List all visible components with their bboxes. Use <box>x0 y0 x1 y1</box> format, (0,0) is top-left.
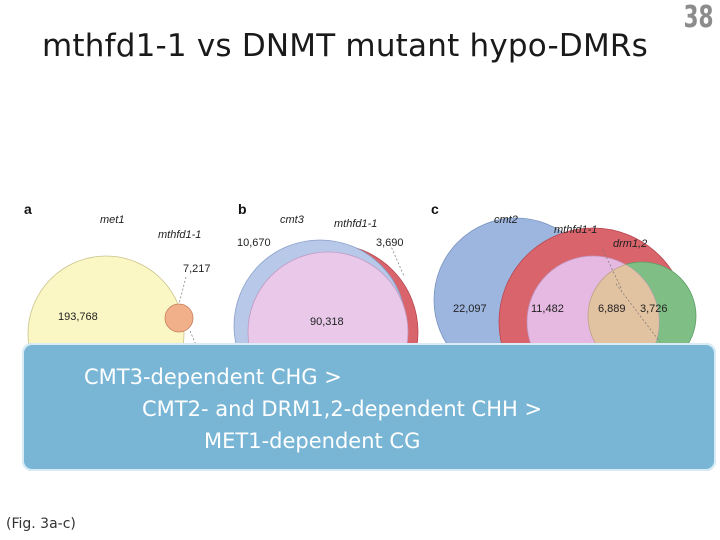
leader-line <box>389 243 405 277</box>
slide-number: 38 <box>683 0 714 35</box>
slide-title: mthfd1-1 vs DNMT mutant hypo-DMRs <box>42 28 648 64</box>
panel-b-set-mthfd1: mthfd1-1 <box>334 218 377 230</box>
panel-b-set-cmt3: cmt3 <box>280 214 305 226</box>
panel-b-count-overlap: 90,318 <box>310 316 344 328</box>
leader-line <box>615 283 661 343</box>
summary-line-3: MET1-dependent CG <box>204 429 421 453</box>
panel-a-letter: a <box>24 201 32 217</box>
figure-caption: (Fig. 3a-c) <box>6 516 76 532</box>
panel-c-letter: c <box>431 201 439 217</box>
summary-callout: CMT3-dependent CHG > CMT2- and DRM1,2-de… <box>22 343 716 471</box>
panel-b-count-mthfd1: 3,690 <box>376 237 404 249</box>
panel-b-count-cmt3: 10,670 <box>237 237 271 249</box>
panel-c-count-drm: 3,726 <box>640 303 668 315</box>
panel-a-set-mthfd1: mthfd1-1 <box>158 229 201 241</box>
panel-c-count-cmt2: 22,097 <box>453 303 487 315</box>
summary-line-1: CMT3-dependent CHG > <box>84 365 342 389</box>
summary-line-2: CMT2- and DRM1,2-dependent CHH > <box>142 397 543 421</box>
mthfd1-small-circle <box>164 303 194 333</box>
panel-c-count-three-way: 6,889 <box>598 303 626 315</box>
panel-c-count-cmt2-mthfd1: 11,482 <box>531 303 564 315</box>
leader-line <box>178 276 187 305</box>
panel-a-set-met1: met1 <box>100 214 124 226</box>
panel-c-set-mthfd1: mthfd1-1 <box>554 224 597 236</box>
panel-a-count-overlap: 7,217 <box>183 263 211 275</box>
panel-b-letter: b <box>238 201 247 217</box>
panel-c-set-cmt2: cmt2 <box>494 214 518 226</box>
leader-line <box>602 249 623 291</box>
panel-c-set-drm: drm1,2 <box>613 238 647 250</box>
panel-a-count-met1: 193,768 <box>58 311 98 323</box>
